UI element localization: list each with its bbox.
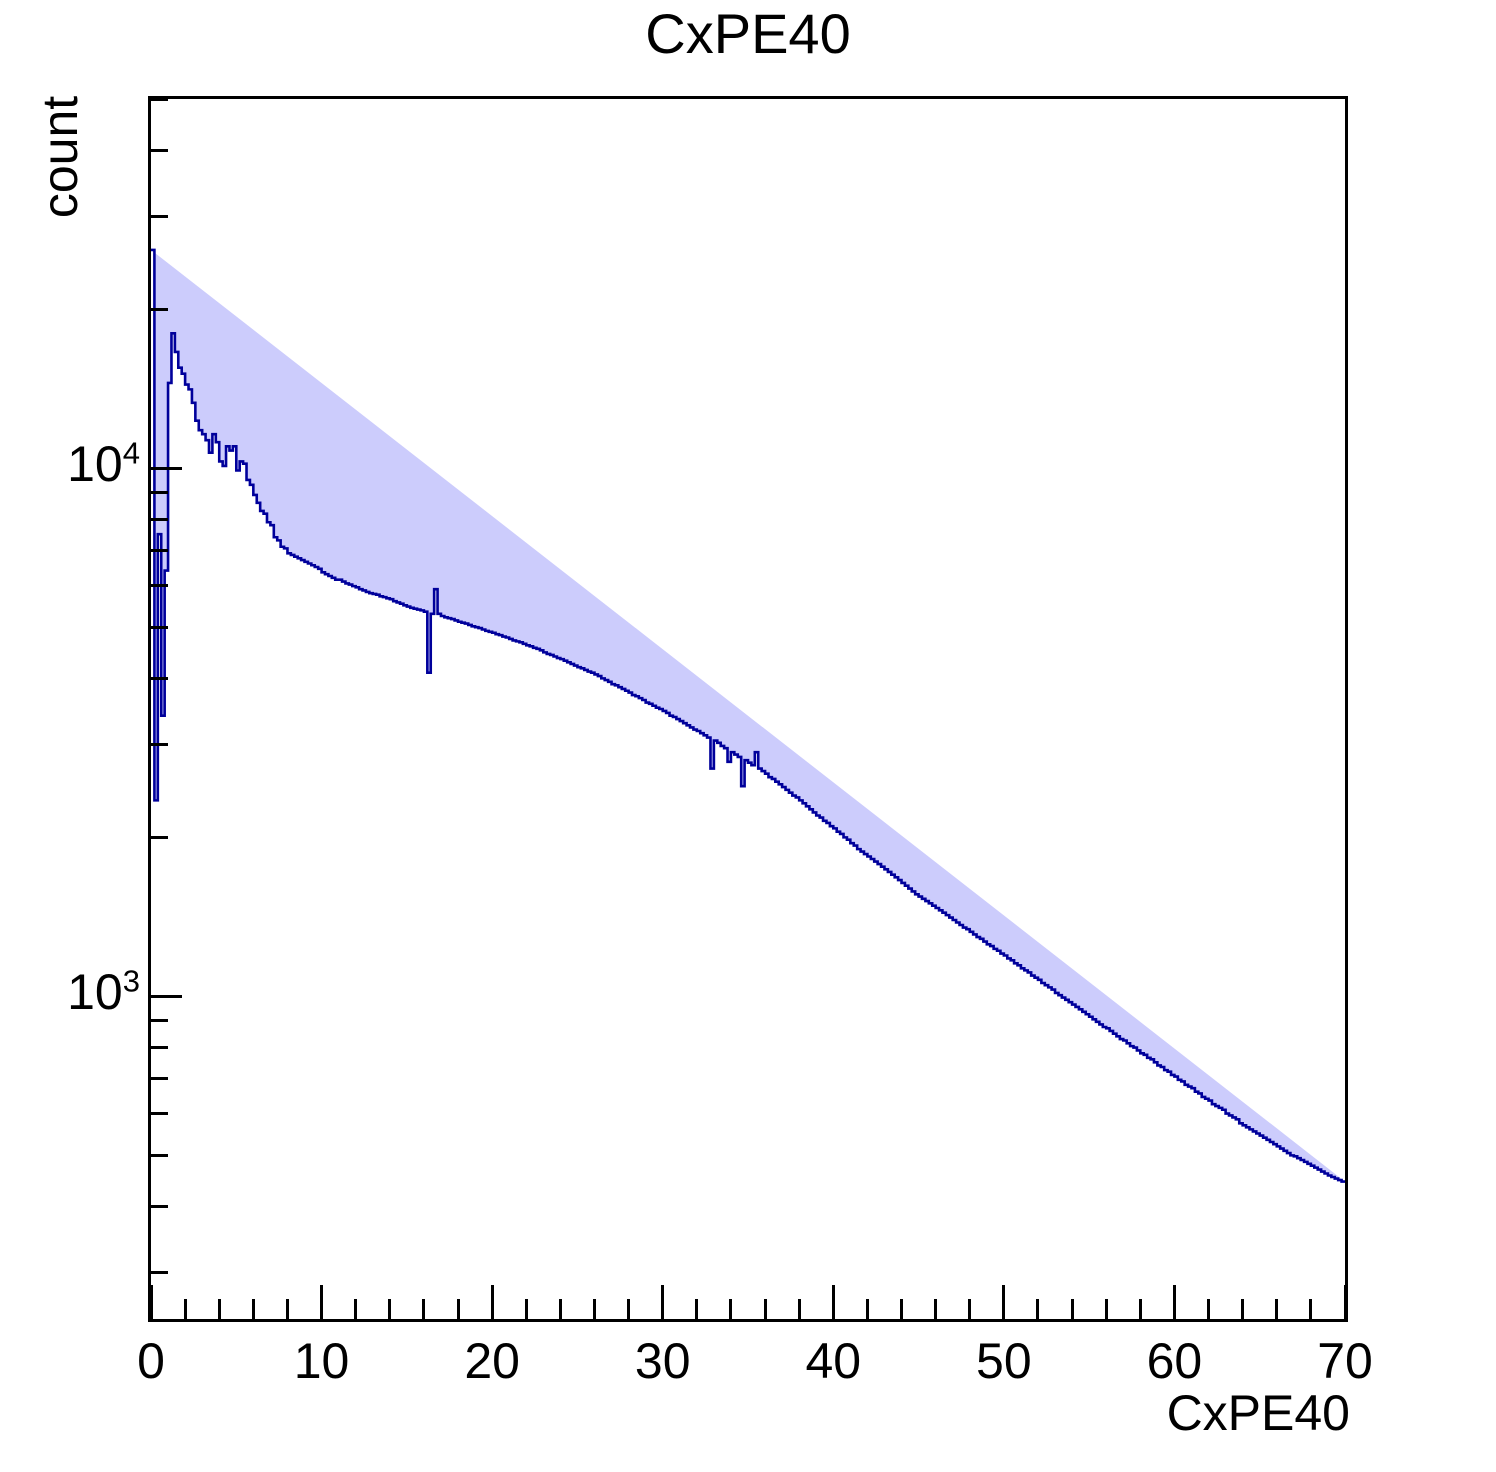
y-axis-minor-tick [148, 214, 168, 218]
y-axis-tick-label: 104 [0, 435, 140, 493]
page-title: CxPE40 [645, 2, 851, 65]
x-axis-minor-tick [592, 1299, 596, 1319]
x-axis-minor-tick [729, 1299, 733, 1319]
x-axis-major-tick [1343, 1285, 1347, 1319]
x-axis-major-tick [149, 1285, 153, 1319]
x-axis-major-tick [1002, 1285, 1006, 1319]
x-axis-minor-tick [217, 1299, 221, 1319]
x-axis-minor-tick [900, 1299, 903, 1319]
y-axis-minor-tick [148, 676, 168, 680]
x-axis-tick-label: 70 [1317, 1333, 1373, 1389]
y-axis-minor-tick [148, 742, 168, 746]
x-axis-tick-label: 10 [293, 1333, 350, 1389]
y-axis-minor-tick [148, 625, 168, 629]
x-axis-minor-tick [1036, 1299, 1040, 1319]
y-axis-minor-tick [148, 583, 168, 587]
x-axis-minor-tick [695, 1299, 699, 1319]
x-axis-minor-tick [797, 1299, 801, 1319]
x-axis-minor-tick [1138, 1299, 1142, 1319]
x-axis-minor-tick [422, 1299, 426, 1319]
y-axis-minor-tick [148, 490, 168, 494]
plot-area [151, 99, 1345, 1319]
x-axis-minor-tick [763, 1299, 767, 1319]
y-axis-minor-tick [148, 1046, 168, 1050]
x-axis-minor-tick [354, 1299, 358, 1319]
x-axis-tick-label: 50 [976, 1333, 1032, 1389]
y-axis-minor-tick [148, 1153, 168, 1157]
x-axis-minor-tick [865, 1299, 869, 1319]
y-axis-major-tick [148, 466, 182, 470]
x-axis-major-tick [490, 1285, 494, 1319]
x-axis-minor-tick [524, 1299, 528, 1319]
y-tick-mantissa: 10 [67, 436, 123, 493]
y-axis-minor-tick [148, 1019, 168, 1023]
x-axis-tick-label: 20 [464, 1333, 520, 1389]
y-axis-minor-tick [148, 1205, 168, 1209]
y-axis-title: count [32, 95, 88, 219]
x-axis-minor-tick [1241, 1299, 1245, 1319]
y-axis-major-tick [148, 994, 182, 998]
x-axis-minor-tick [968, 1299, 972, 1319]
x-axis-tick-label: 60 [1146, 1333, 1203, 1389]
x-axis-minor-tick [558, 1299, 562, 1319]
y-axis-tick-label: 103 [0, 963, 140, 1021]
x-axis-major-tick [1172, 1285, 1176, 1319]
y-axis-minor-tick [148, 97, 168, 101]
y-tick-exponent: 3 [122, 963, 140, 999]
y-axis-minor-tick [148, 1271, 168, 1275]
x-axis-title: CxPE40 [1166, 1385, 1350, 1441]
plot-frame [148, 96, 1348, 1322]
x-axis-tick-label: 40 [805, 1333, 862, 1389]
x-axis-minor-tick [1207, 1299, 1211, 1319]
histogram-fill [151, 249, 1345, 1182]
x-axis-tick-label: 0 [137, 1333, 165, 1389]
x-axis-major-tick [831, 1285, 835, 1319]
x-axis-minor-tick [1104, 1299, 1108, 1319]
y-tick-exponent: 4 [122, 435, 140, 471]
x-axis-minor-tick [934, 1299, 938, 1319]
x-axis-minor-tick [1275, 1299, 1279, 1319]
y-axis-minor-tick [148, 148, 168, 152]
x-axis-major-tick [320, 1285, 324, 1319]
x-axis-tick-label: 30 [634, 1333, 691, 1389]
y-axis-minor-tick [148, 307, 168, 311]
y-tick-mantissa: 10 [67, 964, 123, 1021]
y-axis-minor-tick [148, 1076, 168, 1080]
x-axis-minor-tick [456, 1299, 460, 1319]
x-axis-minor-tick [1070, 1299, 1074, 1319]
y-axis-minor-tick [148, 835, 168, 839]
x-axis-minor-tick [388, 1299, 392, 1319]
x-axis-minor-tick [251, 1299, 255, 1319]
y-axis-minor-tick [148, 1112, 168, 1116]
y-axis-minor-tick [148, 517, 168, 521]
x-axis-minor-tick [285, 1299, 289, 1319]
x-axis-minor-tick [627, 1299, 631, 1319]
x-axis-major-tick [661, 1285, 665, 1319]
histogram-series [151, 248, 1345, 1183]
x-axis-minor-tick [1309, 1299, 1313, 1319]
histogram-outline [151, 248, 1345, 1183]
y-axis-minor-tick [148, 548, 168, 552]
x-axis-minor-tick [183, 1299, 187, 1319]
